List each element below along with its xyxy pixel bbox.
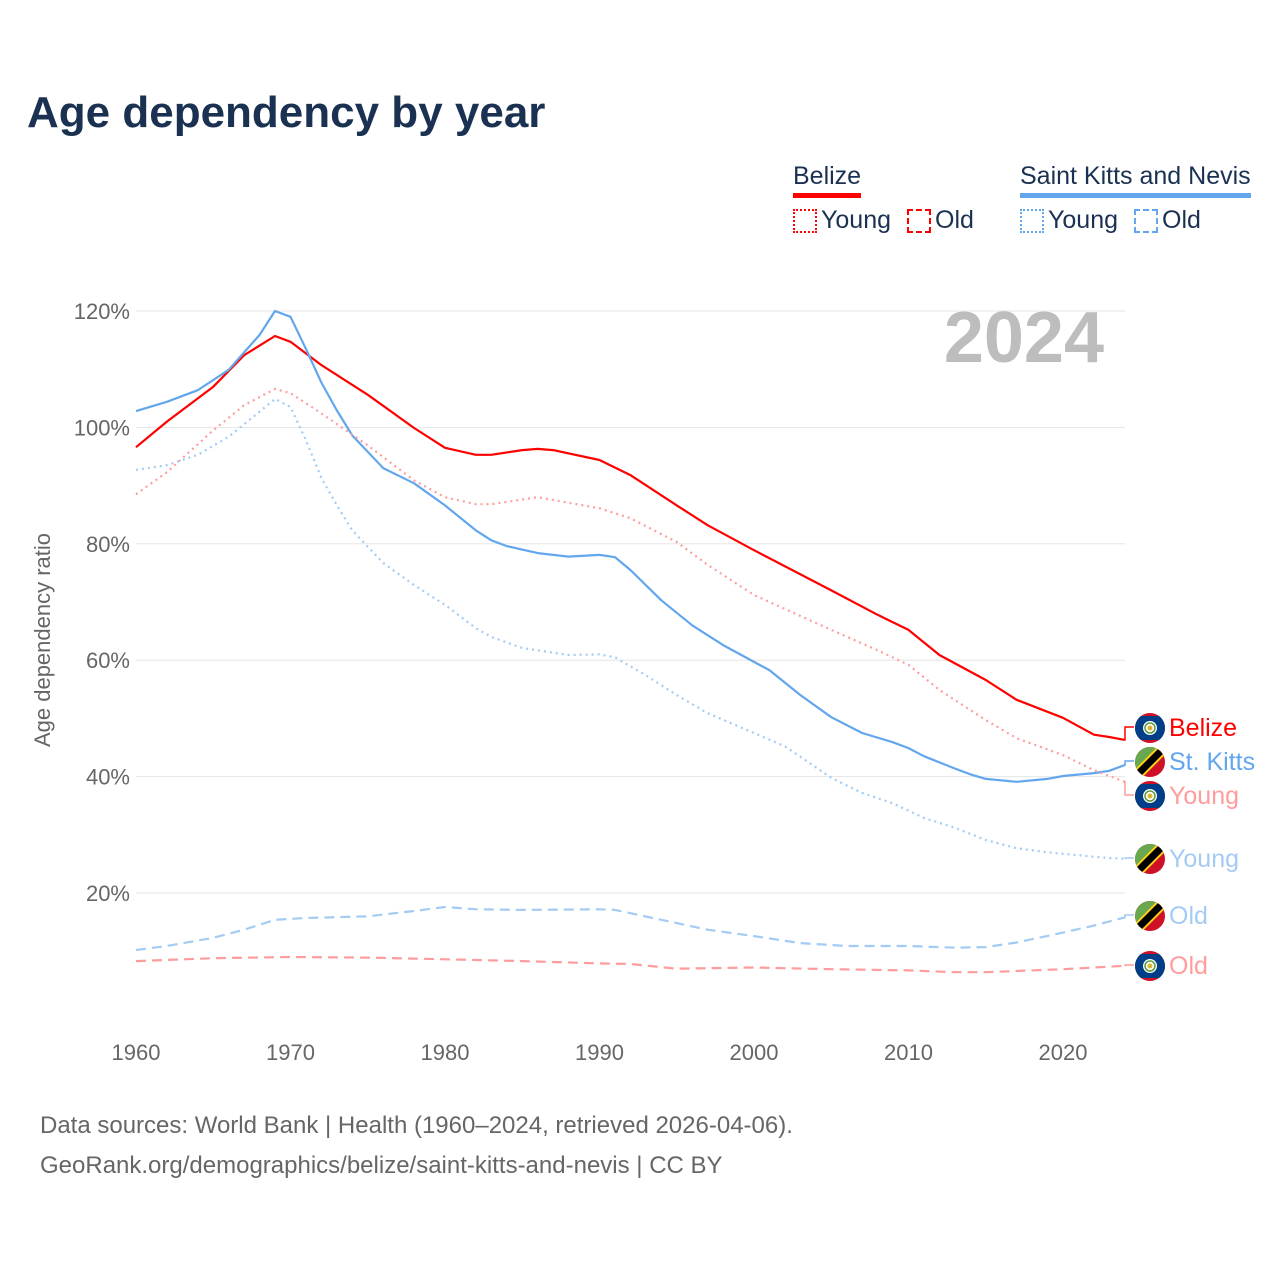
legend-label: Young (821, 206, 891, 234)
source-line-2: GeoRank.org/demographics/belize/saint-ki… (40, 1152, 723, 1179)
x-tick-label: 1980 (421, 1040, 470, 1065)
x-tick-label: 1960 (112, 1040, 161, 1065)
end-label: Belize (1169, 714, 1237, 742)
chart-title: Age dependency by year (27, 88, 546, 137)
belize-flag-icon (1135, 781, 1165, 811)
legend-heading: Belize (793, 162, 862, 198)
legend-label: Old (935, 206, 974, 234)
x-tick-label: 2020 (1039, 1040, 1088, 1065)
x-tick-label: 1970 (266, 1040, 315, 1065)
label-connector (1124, 760, 1134, 766)
series-line-belize-young (135, 387, 1126, 783)
source-line-1: Data sources: World Bank | Health (1960–… (40, 1112, 793, 1139)
end-label: St. Kitts (1169, 748, 1255, 776)
legend-label: Old (1162, 206, 1201, 234)
legend-heading: Saint Kitts and Nevis (1020, 162, 1251, 198)
x-tick-label: 1990 (575, 1040, 624, 1065)
legend-group-skn: Saint Kitts and Nevis Young Old (1020, 162, 1251, 235)
y-tick-label: 80% (86, 532, 130, 557)
label-connector (1124, 964, 1134, 967)
x-tick-label: 2000 (730, 1040, 779, 1065)
y-tick-label: 40% (86, 765, 130, 790)
y-tick-label: 20% (86, 881, 130, 906)
legend-label: Young (1048, 206, 1118, 234)
dashed-swatch-icon (907, 208, 931, 233)
y-tick-label: 120% (74, 299, 130, 324)
series-line-saint-kitts-and-nevis-old (135, 905, 1126, 952)
source-note: Data sources: World Bank | Health (1960–… (40, 1106, 793, 1186)
y-tick-label: 60% (86, 648, 130, 673)
legend-item-old[interactable]: Old (907, 206, 974, 235)
label-connector (1124, 781, 1134, 796)
label-connector (1124, 857, 1134, 860)
series-line-belize-old (135, 955, 1125, 974)
legend-item-young[interactable]: Young (793, 206, 891, 235)
legend-item-young[interactable]: Young (1020, 206, 1118, 235)
series-line-saint-kitts-and-nevis-young (135, 397, 1125, 860)
dotted-swatch-icon (793, 208, 817, 233)
end-label: Young (1169, 845, 1239, 873)
legend-group-belize: Belize Young Old (793, 162, 974, 235)
series-line-saint-kitts-and-nevis (135, 309, 1126, 783)
label-connector (1124, 726, 1134, 741)
y-axis-label: Age dependency ratio (30, 533, 55, 747)
end-label: Young (1169, 782, 1239, 810)
skn-flag-icon (1135, 844, 1165, 874)
end-label: Old (1169, 952, 1208, 980)
series-line-belize (135, 334, 1126, 741)
skn-flag-icon (1135, 901, 1165, 931)
belize-flag-icon (1135, 713, 1165, 743)
belize-flag-icon (1135, 951, 1165, 981)
year-watermark: 2024 (944, 298, 1104, 378)
skn-flag-icon (1135, 747, 1165, 777)
label-connector (1124, 914, 1134, 919)
dashed-swatch-icon (1134, 208, 1158, 233)
y-tick-label: 100% (74, 415, 130, 440)
x-tick-label: 2010 (884, 1040, 933, 1065)
legend-item-old[interactable]: Old (1134, 206, 1201, 235)
end-label: Old (1169, 902, 1208, 930)
dotted-swatch-icon (1020, 208, 1044, 233)
